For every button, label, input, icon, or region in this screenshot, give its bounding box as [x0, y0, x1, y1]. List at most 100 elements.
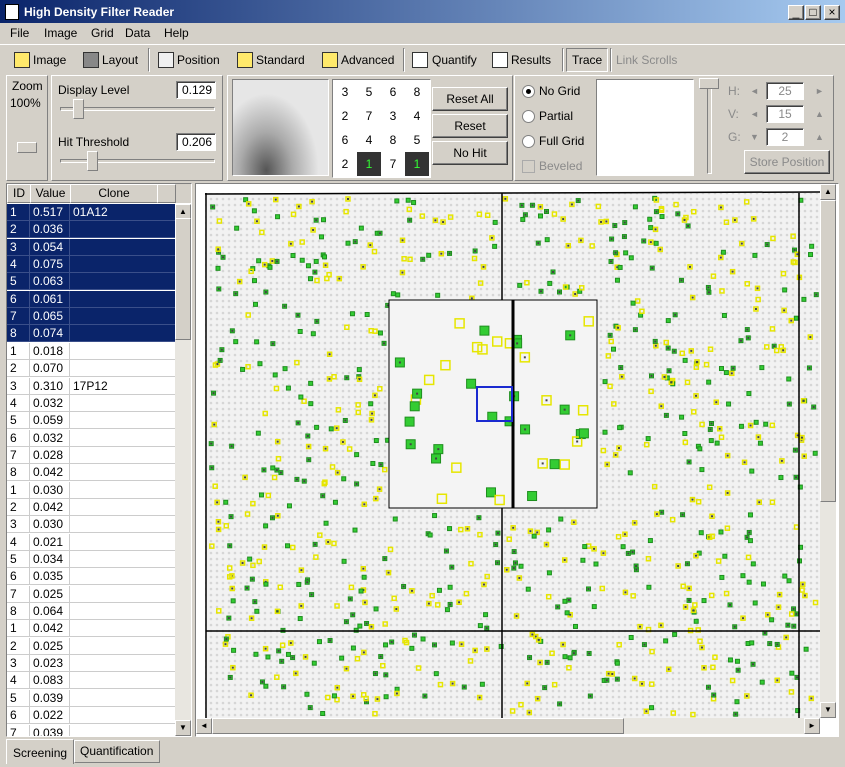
table-row[interactable]: 2 0.025	[7, 637, 175, 655]
toolbar-button[interactable]: Image	[33, 53, 67, 67]
position-field[interactable]: 15	[766, 105, 804, 123]
pattern-cell[interactable]: 6	[381, 80, 405, 104]
arrow-left[interactable]: ◄	[750, 86, 759, 96]
position-field[interactable]: 25	[766, 82, 804, 100]
table-row[interactable]: 4 0.083	[7, 672, 175, 690]
toolbar-button[interactable]: Position	[177, 53, 220, 67]
toolbar-button[interactable]: Standard	[256, 53, 305, 67]
spot	[579, 285, 585, 291]
pattern-cell[interactable]: 2	[333, 152, 357, 176]
toolbar-button[interactable]: Layout	[102, 53, 139, 67]
toolbar-button[interactable]: Trace	[572, 53, 603, 67]
pattern-cell[interactable]: 1	[405, 152, 429, 176]
table-row[interactable]: 4 0.075	[7, 256, 175, 274]
pattern-cell[interactable]: 3	[333, 80, 357, 104]
arrow-right[interactable]: ►	[815, 86, 824, 96]
vertical-slider-thumb[interactable]	[699, 78, 719, 89]
menu-item[interactable]: Data	[125, 26, 151, 40]
column-header[interactable]: ID	[7, 184, 31, 203]
spot	[723, 370, 729, 376]
table-row[interactable]: 7 0.039	[7, 724, 175, 736]
pattern-cell[interactable]: 1	[357, 152, 381, 176]
table-row[interactable]: 1 0.042	[7, 620, 175, 638]
table-row[interactable]: 3 0.310 17P12	[7, 377, 175, 395]
spot-core	[402, 585, 405, 588]
table-row[interactable]: 4 0.032	[7, 394, 175, 412]
arrow-left[interactable]: ◄	[750, 109, 759, 119]
table-row[interactable]: 3 0.054	[7, 238, 175, 256]
table-scrollbar[interactable]: ▲ ▼	[175, 204, 191, 736]
table-row[interactable]: 3 0.023	[7, 655, 175, 673]
table-row[interactable]: 6 0.035	[7, 568, 175, 586]
table-row[interactable]: 5 0.039	[7, 689, 175, 707]
table-row[interactable]: 4 0.021	[7, 533, 175, 551]
table-row[interactable]: 6 0.032	[7, 429, 175, 447]
arrow-right[interactable]: ▲	[815, 109, 824, 119]
arrow-right[interactable]: ▲	[815, 132, 824, 142]
action-button[interactable]: Reset All	[432, 87, 508, 111]
pattern-cell[interactable]: 5	[405, 128, 429, 152]
toolbar-button[interactable]: Results	[511, 53, 552, 67]
pattern-cell[interactable]: 8	[381, 128, 405, 152]
store-position-button[interactable]: Store Position	[744, 150, 830, 174]
tab-quantification[interactable]: Quantification	[74, 740, 160, 763]
menu-item[interactable]: Grid	[91, 26, 114, 40]
table-row[interactable]: 8 0.074	[7, 325, 175, 343]
table-row[interactable]: 7 0.065	[7, 308, 175, 326]
table-row[interactable]: 6 0.022	[7, 707, 175, 725]
menu-item[interactable]: File	[10, 26, 30, 40]
table-row[interactable]: 6 0.061	[7, 290, 175, 308]
action-button[interactable]: Reset	[432, 114, 508, 138]
tab-screening[interactable]: Screening	[6, 739, 74, 764]
minimize-button[interactable]: _	[788, 5, 804, 20]
pattern-cell[interactable]: 8	[405, 80, 429, 104]
table-row[interactable]: 8 0.042	[7, 464, 175, 482]
menu-item[interactable]: Image	[44, 26, 78, 40]
maximize-button[interactable]: □	[805, 5, 821, 20]
pattern-cell[interactable]: 2	[333, 104, 357, 128]
table-row[interactable]: 5 0.059	[7, 412, 175, 430]
spot	[258, 492, 264, 498]
table-row[interactable]: 3 0.030	[7, 516, 175, 534]
display-level-thumb[interactable]	[73, 99, 84, 119]
toolbar-button[interactable]: Link Scrolls	[616, 53, 678, 67]
toolbar-button[interactable]: Quantify	[432, 53, 477, 67]
pattern-cell[interactable]: 3	[381, 104, 405, 128]
menu-item[interactable]: Help	[164, 26, 189, 40]
table-row[interactable]: 7 0.025	[7, 585, 175, 603]
table-row[interactable]: 2 0.036	[7, 221, 175, 239]
action-button[interactable]: No Hit	[432, 141, 508, 165]
hit-threshold-field[interactable]: 0.206	[176, 133, 216, 151]
filter-image[interactable]	[196, 184, 820, 718]
pattern-cell[interactable]: 4	[405, 104, 429, 128]
table-row[interactable]: 2 0.042	[7, 498, 175, 516]
close-button[interactable]: ×	[824, 5, 840, 20]
pattern-cell[interactable]: 4	[357, 128, 381, 152]
radio-button[interactable]	[522, 135, 535, 148]
table-row[interactable]: 1 0.030	[7, 481, 175, 499]
table-row[interactable]: 7 0.028	[7, 446, 175, 464]
radio-button[interactable]	[522, 110, 535, 123]
zoom-thumb[interactable]	[17, 142, 37, 153]
position-field[interactable]: 2	[766, 128, 804, 146]
column-header[interactable]: Clone	[70, 184, 158, 203]
pattern-cell[interactable]: 6	[333, 128, 357, 152]
image-hscroll[interactable]: ◄ ►	[196, 718, 820, 734]
table-row[interactable]: 2 0.070	[7, 360, 175, 378]
table-row[interactable]: 1 0.018	[7, 342, 175, 360]
checkbox[interactable]	[522, 160, 535, 173]
column-header[interactable]: Value	[30, 184, 71, 203]
table-row[interactable]: 8 0.064	[7, 603, 175, 621]
hit-threshold-thumb[interactable]	[87, 151, 98, 171]
display-level-field[interactable]: 0.129	[176, 81, 216, 99]
table-row[interactable]: 5 0.063	[7, 273, 175, 291]
table-row[interactable]: 5 0.034	[7, 551, 175, 568]
table-row[interactable]: 1 0.517 01A12	[7, 204, 175, 221]
pattern-cell[interactable]: 7	[381, 152, 405, 176]
image-vscroll[interactable]: ▲ ▼	[820, 184, 836, 718]
toolbar-button[interactable]: Advanced	[341, 53, 395, 67]
spot	[394, 690, 400, 697]
pattern-cell[interactable]: 7	[357, 104, 381, 128]
arrow-left[interactable]: ▼	[750, 132, 759, 142]
pattern-cell[interactable]: 5	[357, 80, 381, 104]
